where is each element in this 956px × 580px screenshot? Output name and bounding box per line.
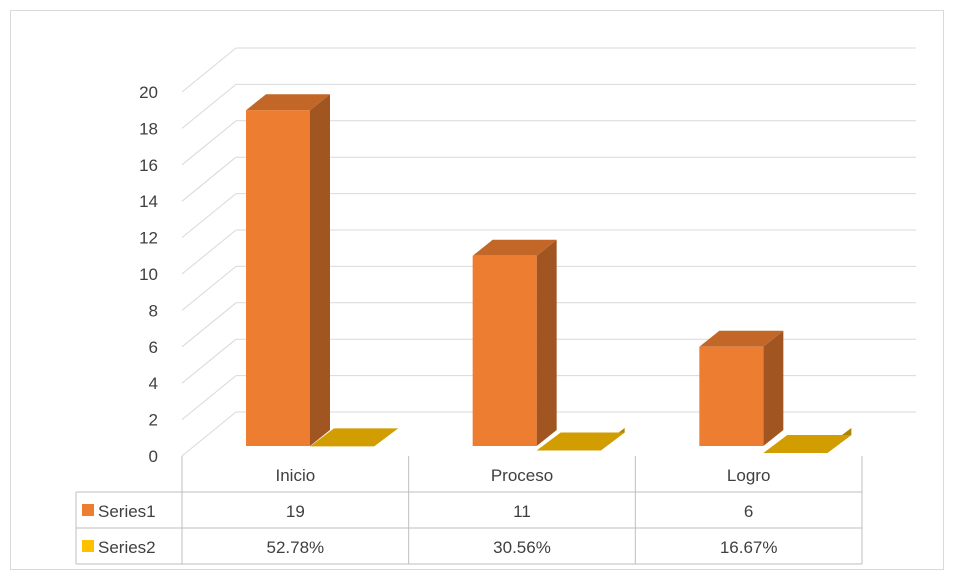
data-label: 6 [744, 502, 753, 521]
bar-series1-proceso-top [472, 239, 557, 256]
data-label: 19 [286, 502, 305, 521]
y-tick-label: 4 [149, 374, 158, 393]
gridline-side [181, 156, 237, 202]
bar-series2-inicio-top [310, 428, 398, 447]
y-tick-label: 10 [139, 265, 158, 284]
y-tick-label: 20 [139, 83, 158, 102]
data-label: 52.78% [266, 538, 324, 557]
data-label: 30.56% [493, 538, 551, 557]
gridline-side [181, 338, 237, 384]
gridline-side [181, 302, 237, 348]
data-table: Inicio Proceso Logro Series1 19 11 6 Series2 52.… [75, 456, 863, 565]
gridline-side [181, 47, 237, 93]
y-tick-label: 14 [139, 192, 158, 211]
gridline-side [181, 84, 237, 129]
data-label: 16.67% [720, 538, 778, 557]
x-category-label: Inicio [275, 466, 315, 485]
x-category-label: Proceso [491, 466, 553, 485]
bar-series1-proceso [472, 255, 537, 446]
bars [246, 94, 852, 453]
bar-series1-inicio [246, 110, 310, 446]
legend-label-series1: Series1 [98, 502, 156, 521]
gridline-side [181, 229, 237, 275]
y-tick-label: 18 [139, 119, 158, 138]
gridline-side [181, 266, 237, 311]
bar-series1-inicio-side [310, 94, 330, 446]
bar-series1-logro-side [763, 330, 784, 446]
y-axis-ticks: 0 2 4 6 8 10 12 14 16 18 20 [139, 83, 158, 466]
legend-label-series2: Series2 [98, 538, 156, 557]
gridlines [181, 47, 916, 457]
bar-series1-inicio-top [246, 94, 330, 111]
gridline-side [181, 193, 237, 238]
gridline-side [181, 375, 237, 420]
gridline-side [181, 120, 237, 166]
x-category-label: Logro [727, 466, 770, 485]
y-tick-label: 12 [139, 229, 158, 248]
bar-series2-proceso-top [536, 432, 625, 451]
bar-series2-logro-top [763, 434, 852, 453]
y-tick-label: 2 [149, 411, 158, 430]
y-tick-label: 8 [149, 301, 158, 320]
legend-swatch-series2 [82, 540, 94, 552]
y-tick-label: 16 [139, 156, 158, 175]
bar-series1-proceso-side [536, 239, 557, 446]
y-tick-label: 0 [149, 447, 158, 466]
bar-series1-logro [699, 346, 764, 446]
data-label: 11 [513, 502, 531, 521]
gridline-side [181, 411, 237, 457]
legend-swatch-series1 [82, 504, 94, 516]
y-tick-label: 6 [149, 338, 158, 357]
bar-series1-logro-top [699, 330, 784, 347]
